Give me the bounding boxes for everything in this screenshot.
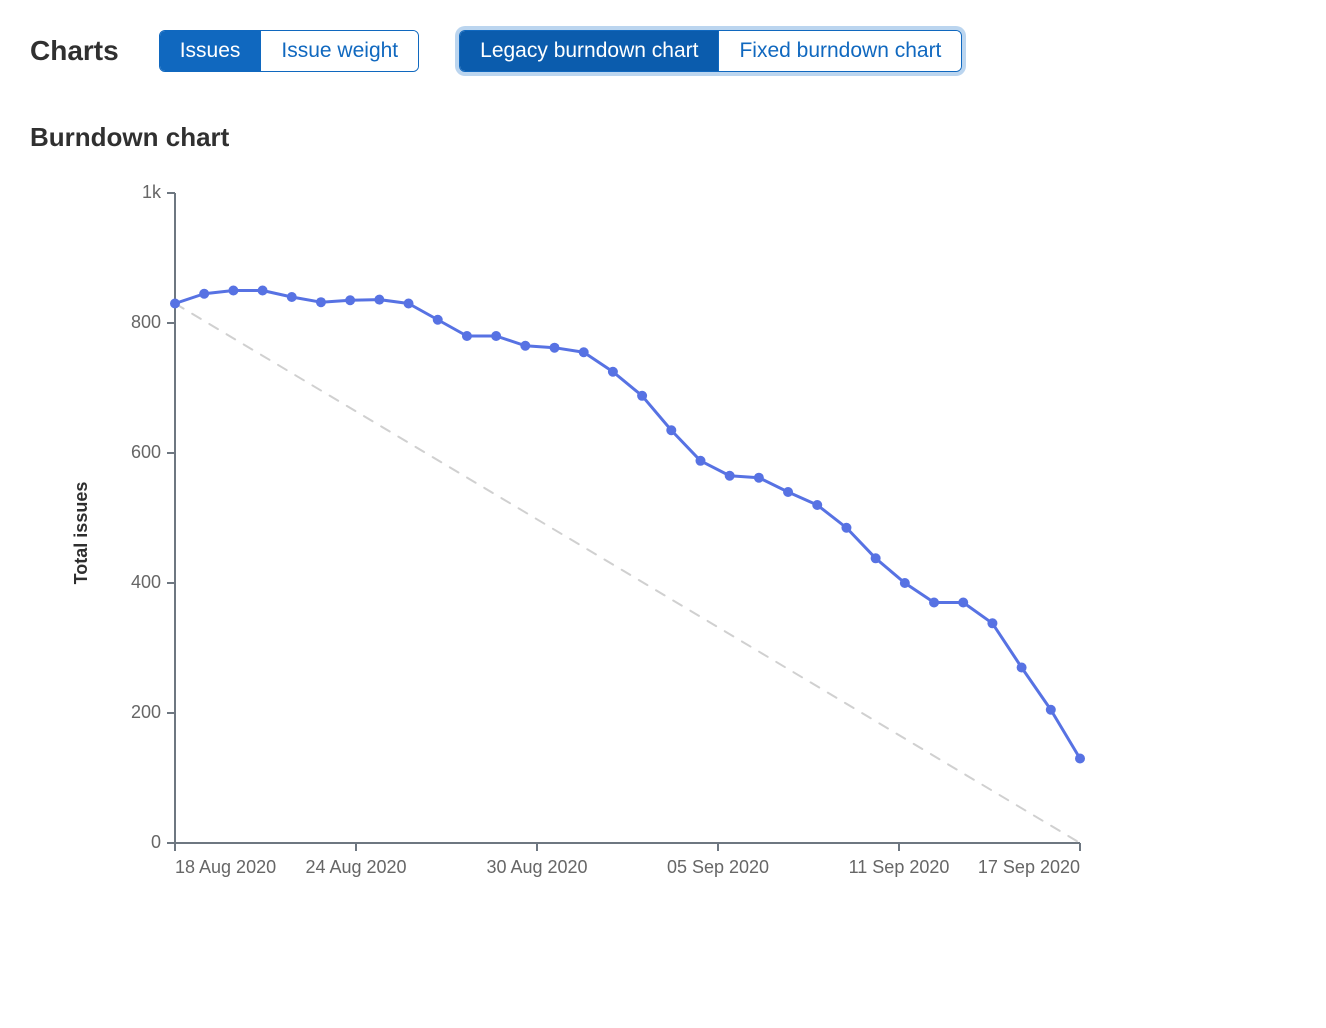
metric-toggle-issue-weight[interactable]: Issue weight bbox=[261, 31, 418, 71]
y-tick-label: 200 bbox=[131, 702, 161, 722]
chart-title: Burndown chart bbox=[30, 122, 1296, 153]
data-point bbox=[345, 295, 355, 305]
y-tick-label: 1k bbox=[142, 182, 162, 202]
data-point bbox=[1046, 705, 1056, 715]
data-point bbox=[404, 299, 414, 309]
data-point bbox=[987, 618, 997, 628]
metric-toggle-group: IssuesIssue weight bbox=[159, 30, 419, 72]
data-point bbox=[199, 289, 209, 299]
y-tick-label: 600 bbox=[131, 442, 161, 462]
x-tick-label: 11 Sep 2020 bbox=[849, 857, 950, 877]
data-point bbox=[316, 297, 326, 307]
data-point bbox=[871, 553, 881, 563]
data-point bbox=[491, 331, 501, 341]
data-point bbox=[900, 578, 910, 588]
data-point bbox=[520, 341, 530, 351]
data-point bbox=[841, 523, 851, 533]
x-tick-label: 30 Aug 2020 bbox=[486, 857, 587, 877]
data-point bbox=[637, 391, 647, 401]
data-point bbox=[579, 347, 589, 357]
page-title: Charts bbox=[30, 35, 119, 67]
y-tick-label: 0 bbox=[151, 832, 161, 852]
y-tick-label: 800 bbox=[131, 312, 161, 332]
data-point bbox=[287, 292, 297, 302]
data-point bbox=[695, 456, 705, 466]
data-point bbox=[170, 299, 180, 309]
data-point bbox=[958, 598, 968, 608]
metric-toggle-issues[interactable]: Issues bbox=[160, 31, 262, 71]
data-point bbox=[550, 343, 560, 353]
data-point bbox=[462, 331, 472, 341]
header-row: Charts IssuesIssue weight Legacy burndow… bbox=[30, 30, 1296, 72]
data-point bbox=[725, 471, 735, 481]
chart-svg: 0 200 400 600 800 1k 18 Aug 2020 24 Aug 2020 30 … bbox=[30, 173, 1110, 893]
burndown-chart: Total issues 0 200 400 600 800 1k 18 Aug 2020 2… bbox=[30, 173, 1110, 893]
data-point bbox=[1017, 663, 1027, 673]
chart-type-toggle-legacy-burndown-chart[interactable]: Legacy burndown chart bbox=[460, 31, 719, 71]
x-tick-label: 17 Sep 2020 bbox=[978, 857, 1080, 877]
x-tick-label: 18 Aug 2020 bbox=[175, 857, 276, 877]
data-point bbox=[433, 315, 443, 325]
y-tick-label: 400 bbox=[131, 572, 161, 592]
data-point bbox=[812, 500, 822, 510]
data-point bbox=[374, 295, 384, 305]
data-point bbox=[1075, 754, 1085, 764]
data-point bbox=[608, 367, 618, 377]
chart-type-toggle-fixed-burndown-chart[interactable]: Fixed burndown chart bbox=[719, 31, 961, 71]
x-tick-label: 05 Sep 2020 bbox=[667, 857, 769, 877]
chart-type-toggle-group: Legacy burndown chartFixed burndown char… bbox=[459, 30, 962, 72]
data-point bbox=[258, 286, 268, 296]
data-point bbox=[783, 487, 793, 497]
data-point bbox=[754, 473, 764, 483]
data-point bbox=[228, 286, 238, 296]
data-point bbox=[666, 425, 676, 435]
x-tick-label: 24 Aug 2020 bbox=[305, 857, 406, 877]
y-axis-label: Total issues bbox=[71, 482, 92, 585]
data-point bbox=[929, 598, 939, 608]
burndown-line bbox=[175, 291, 1080, 759]
